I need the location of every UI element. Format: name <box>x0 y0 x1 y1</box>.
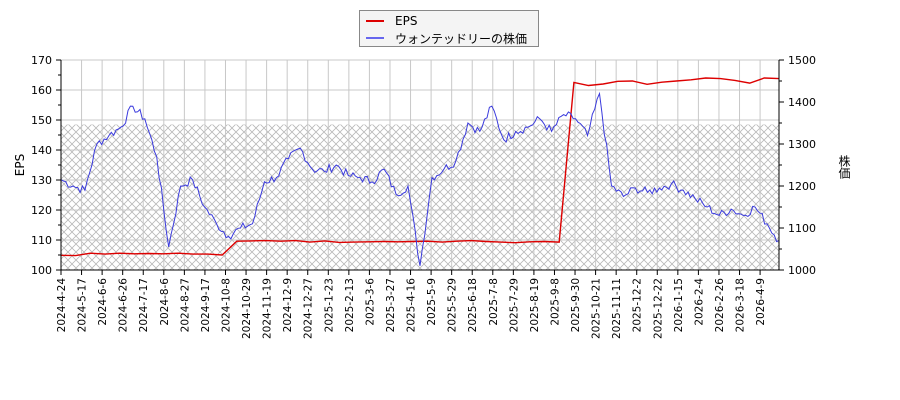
x-tick-label: 2025-3-27 <box>385 278 397 332</box>
eps-line-swatch-icon <box>366 20 384 22</box>
x-tick-label: 2024-6-26 <box>118 278 130 333</box>
x-tick-label: 2025-12-22 <box>652 278 664 339</box>
x-tick-label: 2025-3-6 <box>364 278 376 326</box>
x-tick-label: 2026-2-26 <box>714 278 726 333</box>
left-tick-label: 140 <box>31 144 52 157</box>
legend-item-eps: EPS <box>366 13 417 29</box>
right-axis-label: 株価 <box>837 155 851 179</box>
left-tick-label: 100 <box>31 264 52 277</box>
right-tick-label: 1500 <box>788 54 816 67</box>
left-tick-label: 120 <box>31 204 52 217</box>
stock-price-line <box>60 91 780 266</box>
x-tick-label: 2025-12-2 <box>632 278 644 332</box>
x-tick-label: 2025-7-8 <box>488 278 500 326</box>
x-tick-label: 2024-7-17 <box>138 278 150 332</box>
stock-line-swatch-icon <box>366 37 384 39</box>
x-tick-label: 2024-12-9 <box>282 278 294 332</box>
right-tick-label: 1400 <box>788 96 816 109</box>
left-axis-label: EPS <box>13 153 27 177</box>
legend-item-stock-price: ウォンテッドリーの株価 <box>366 30 527 46</box>
x-tick-label: 2025-5-9 <box>426 278 438 326</box>
x-tick-label: 2024-10-29 <box>241 278 253 339</box>
x-tick-label: 2024-8-6 <box>159 278 171 326</box>
x-tick-label: 2025-1-23 <box>323 278 335 332</box>
x-tick-label: 2024-5-17 <box>77 278 89 332</box>
left-tick-label: 170 <box>31 54 52 67</box>
x-tick-label: 2026-3-18 <box>735 278 747 332</box>
hatched-region <box>61 124 779 270</box>
x-tick-label: 2025-5-29 <box>447 278 459 332</box>
x-tick-label: 2025-2-13 <box>344 278 356 332</box>
left-tick-label: 160 <box>31 84 52 97</box>
x-tick-label: 2025-7-29 <box>508 278 520 332</box>
x-tick-label: 2024-6-6 <box>97 278 109 326</box>
eps-line <box>60 77 780 257</box>
x-tick-label: 2026-1-15 <box>673 278 685 332</box>
x-tick-label: 2025-4-16 <box>406 278 418 333</box>
x-tick-label: 2026-4-9 <box>755 278 767 326</box>
right-tick-label: 1100 <box>788 222 816 235</box>
left-tick-label: 110 <box>31 234 52 247</box>
legend-label-eps: EPS <box>395 14 418 28</box>
right-tick-label: 1000 <box>788 264 816 277</box>
x-tick-label: 2024-10-8 <box>220 278 232 332</box>
x-tick-label: 2024-8-27 <box>179 278 191 332</box>
right-tick-label: 1300 <box>788 138 816 151</box>
x-tick-label: 2025-8-19 <box>529 278 541 332</box>
chart-legend: EPS ウォンテッドリーの株価 <box>359 10 539 47</box>
x-tick-label: 2025-10-21 <box>591 278 603 339</box>
x-tick-label: 2024-12-27 <box>303 278 315 339</box>
left-tick-label: 150 <box>31 114 52 127</box>
x-tick-label: 2025-9-8 <box>549 278 561 326</box>
x-tick-label: 2025-6-18 <box>467 278 479 332</box>
x-tick-label: 2024-9-17 <box>200 278 212 332</box>
plot-area: 100 110 120 130 140 150 160 170 1000 1100 1200 1300… <box>31 54 816 339</box>
x-tick-label: 2024-11-19 <box>262 278 274 339</box>
x-tick-label: 2025-11-11 <box>611 278 623 339</box>
x-tick-label: 2025-9-30 <box>570 278 582 332</box>
x-tick-label: 2024-4-24 <box>56 278 68 333</box>
legend-label-stock-price: ウォンテッドリーの株価 <box>395 31 528 46</box>
left-tick-label: 130 <box>31 174 52 187</box>
right-tick-label: 1200 <box>788 180 816 193</box>
x-tick-label: 2026-2-4 <box>693 278 705 326</box>
